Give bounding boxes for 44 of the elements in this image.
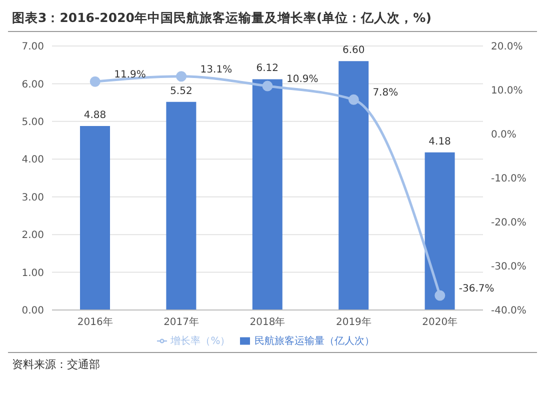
y2-tick-label: -20.0% [491,218,526,229]
bar [424,152,455,310]
x-tick-label: 2016年 [77,316,113,328]
y2-tick-label: -30.0% [491,262,526,273]
point [176,71,187,82]
bar [338,61,369,310]
y2-tick-label: 20.0% [491,42,523,53]
y2-tick-label: 10.0% [491,86,523,97]
point [262,80,273,92]
data-label: -36.7% [458,283,494,294]
bar [252,79,282,310]
point [348,94,359,105]
x-tick-label: 2017年 [164,316,200,328]
chart-title: 图表3：2016-2020年中国民航旅客运输量及增长率(单位：亿人次，%) [8,8,537,32]
data-label: 7.8% [372,88,398,99]
data-label: 10.9% [286,74,318,86]
x-tick-label: 2018年 [250,316,286,328]
y-tick-label: 6.00 [22,79,44,90]
y-tick-label: 3.00 [22,192,44,204]
data-label: 4.18 [428,136,451,148]
y2-tick-label: -40.0% [491,306,526,317]
point [90,76,100,87]
y-tick-label: 1.00 [22,268,44,279]
y2-tick-label: 0.0% [491,130,516,141]
legend-label: 增长率（%） [170,336,230,347]
y-tick-label: 4.00 [22,154,44,166]
data-label: 11.9% [114,70,146,81]
bar [166,102,196,310]
data-label: 6.60 [342,45,365,56]
x-tick-label: 2019年 [336,316,372,328]
x-tick-label: 2020年 [422,316,458,328]
data-label: 4.88 [84,110,106,121]
point [434,290,446,301]
bar [80,126,110,310]
y-tick-label: 2.00 [22,230,44,242]
data-label: 6.12 [256,63,279,74]
y-tick-label: 5.00 [22,116,44,128]
legend-label: 民航旅客运输量（亿人次） [254,336,374,347]
y-tick-label: 7.00 [22,42,44,53]
y-tick-label: 0.00 [22,306,44,317]
data-label: 13.1% [200,64,232,76]
data-label: 5.52 [170,86,192,97]
y2-tick-label: -10.0% [491,174,526,185]
text: 资料来源：交通部 [12,357,101,372]
